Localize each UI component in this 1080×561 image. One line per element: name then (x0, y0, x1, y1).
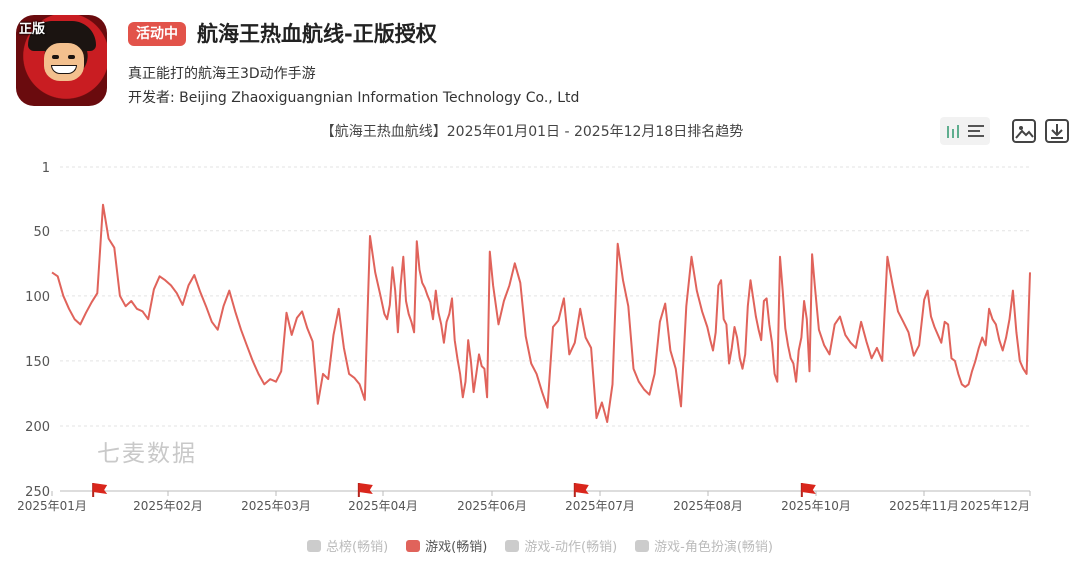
event-flag-icon[interactable] (92, 483, 108, 497)
legend-item[interactable]: 游戏(畅销) (406, 536, 487, 555)
x-tick-label: 2025年08月 (673, 499, 743, 513)
image-icon[interactable] (1012, 119, 1036, 143)
x-tick-label: 2025年02月 (133, 499, 203, 513)
status-badge: 活动中 (128, 22, 186, 46)
event-flag-icon[interactable] (800, 483, 816, 497)
download-icon[interactable] (1045, 119, 1069, 143)
watermark: 七麦数据 (97, 441, 197, 467)
y-tick-label: 1 (42, 161, 50, 176)
view-toggle[interactable] (940, 117, 990, 145)
y-tick-label: 50 (33, 225, 50, 240)
list-icon[interactable] (968, 124, 984, 138)
y-tick-label: 250 (25, 485, 50, 500)
developer-name[interactable]: Beijing Zhaoxiguangnian Information Tech… (179, 90, 580, 106)
x-tick-label: 2025年11月 (889, 499, 959, 513)
x-tick-label: 2025年07月 (565, 499, 635, 513)
left-eye-shape (52, 55, 59, 59)
face-shape (44, 43, 84, 81)
y-tick-label: 150 (25, 355, 50, 370)
chart-legend: 总榜(畅销) 游戏(畅销) 游戏-动作(畅销) 游戏-角色扮演(畅销) (0, 536, 1080, 555)
legend-label: 总榜(畅销) (326, 540, 389, 555)
app-icon[interactable]: 正版 (16, 15, 107, 106)
series-line-游戏畅销 (51, 203, 1031, 423)
legend-item[interactable]: 游戏-动作(畅销) (505, 536, 617, 555)
x-tick-label: 2025年01月 (17, 499, 87, 513)
legend-label: 游戏-角色扮演(畅销) (654, 540, 773, 555)
y-tick-label: 200 (25, 420, 50, 435)
legend-swatch (307, 539, 321, 552)
app-subtitle: 真正能打的航海王3D动作手游 (128, 66, 316, 82)
chart-title: 【航海王热血航线】2025年01月01日 - 2025年12月18日排名趋势 (0, 121, 1080, 141)
x-tick-label: 2025年10月 (781, 499, 851, 513)
legend-swatch (635, 539, 650, 552)
x-tick-label: 2025年12月 (960, 499, 1030, 513)
developer-line: 开发者: Beijing Zhaoxiguangnian Information… (128, 87, 579, 107)
legend-label: 游戏-动作(畅销) (524, 540, 618, 555)
legend-swatch (406, 539, 421, 552)
icon-badge: 正版 (19, 22, 46, 37)
event-flag-icon[interactable] (573, 483, 589, 497)
chart-title-text: 【航海王热血航线】2025年01月01日 - 2025年12月18日排名趋势 (320, 124, 744, 140)
x-tick-label: 2025年04月 (348, 499, 418, 513)
y-tick-label: 100 (25, 290, 50, 305)
legend-label: 游戏(畅销) (425, 540, 488, 555)
event-flag-icon[interactable] (357, 483, 373, 497)
bar-chart-icon[interactable] (946, 124, 962, 138)
developer-label: 开发者: (128, 90, 175, 106)
legend-item[interactable]: 游戏-角色扮演(畅销) (635, 536, 773, 555)
x-tick-label: 2025年03月 (241, 499, 311, 513)
right-eye-shape (68, 55, 75, 59)
x-tick-label: 2025年06月 (457, 499, 527, 513)
legend-item[interactable]: 总榜(畅销) (307, 536, 388, 555)
legend-swatch (505, 539, 520, 552)
app-title[interactable]: 航海王热血航线-正版授权 (197, 22, 437, 46)
